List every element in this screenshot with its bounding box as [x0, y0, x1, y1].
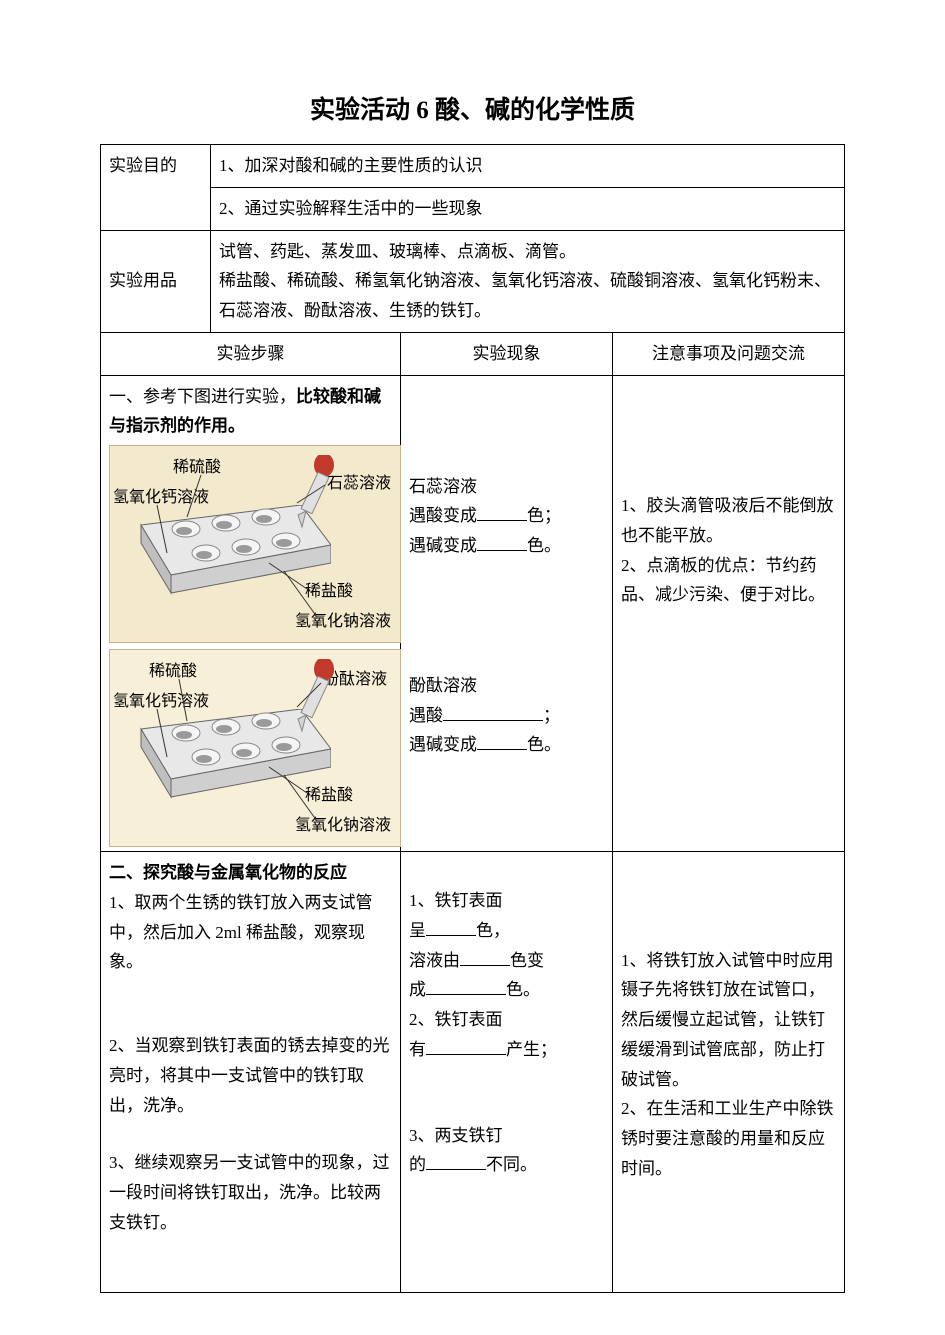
purpose-text-2: 2、通过实验解释生活中的一些现象 [211, 187, 845, 230]
section2-notes: 1、将铁钉放入试管中时应用镊子先将铁钉放在试管口，然后缓慢立起试管，让铁钉缓缓滑… [613, 852, 845, 1293]
hdr-steps: 实验步骤 [101, 332, 401, 375]
section1-row: 一、参考下图进行实验，比较酸和碱与指示剂的作用。 稀硫酸 氢氧化钙溶液 石蕊溶液… [101, 375, 845, 852]
section2-steps: 二、探究酸与金属氧化物的反应 1、取两个生锈的铁钉放入两支试管中，然后加入 2m… [101, 852, 401, 1293]
table-row: 实验目的 1、加深对酸和碱的主要性质的认识 [101, 145, 845, 188]
experiment-table: 实验目的 1、加深对酸和碱的主要性质的认识 2、通过实验解释生活中的一些现象 实… [100, 144, 845, 1293]
materials-label: 实验用品 [101, 230, 211, 332]
leader-lines [109, 649, 399, 845]
plate1-figure: 稀硫酸 氢氧化钙溶液 石蕊溶液 稀盐酸 氢氧化钠溶液 [109, 445, 399, 645]
table-row: 2、通过实验解释生活中的一些现象 [101, 187, 845, 230]
table-header-row: 实验步骤 实验现象 注意事项及问题交流 [101, 332, 845, 375]
leader-lines [109, 445, 399, 641]
page-title: 实验活动 6 酸、碱的化学性质 [100, 90, 845, 126]
section1-notes: 1、胶头滴管吸液后不能倒放也不能平放。 2、点滴板的优点：节约药品、减少污染、便… [613, 375, 845, 852]
section2-row: 二、探究酸与金属氧化物的反应 1、取两个生锈的铁钉放入两支试管中，然后加入 2m… [101, 852, 845, 1293]
hdr-phen: 实验现象 [401, 332, 613, 375]
purpose-label: 实验目的 [101, 145, 211, 231]
hdr-notes: 注意事项及问题交流 [613, 332, 845, 375]
section2-phen: 1、铁钉表面 呈色， 溶液由色变 成色。 2、铁钉表面 有产生； 3、两支铁钉 … [401, 852, 613, 1293]
materials-text: 试管、药匙、蒸发皿、玻璃棒、点滴板、滴管。 稀盐酸、稀硫酸、稀氢氧化钠溶液、氢氧… [211, 230, 845, 332]
section1-heading: 一、参考下图进行实验，比较酸和碱与指示剂的作用。 [109, 382, 392, 442]
section1-phen: 石蕊溶液 遇酸变成色； 遇碱变成色。 酚酞溶液 遇酸； 遇碱变成色。 [401, 375, 613, 852]
purpose-text-1: 1、加深对酸和碱的主要性质的认识 [211, 145, 845, 188]
plate2-figure: 稀硫酸 氢氧化钙溶液 酚酞溶液 稀盐酸 氢氧化钠溶液 [109, 649, 399, 849]
table-row: 实验用品 试管、药匙、蒸发皿、玻璃棒、点滴板、滴管。 稀盐酸、稀硫酸、稀氢氧化钠… [101, 230, 845, 332]
